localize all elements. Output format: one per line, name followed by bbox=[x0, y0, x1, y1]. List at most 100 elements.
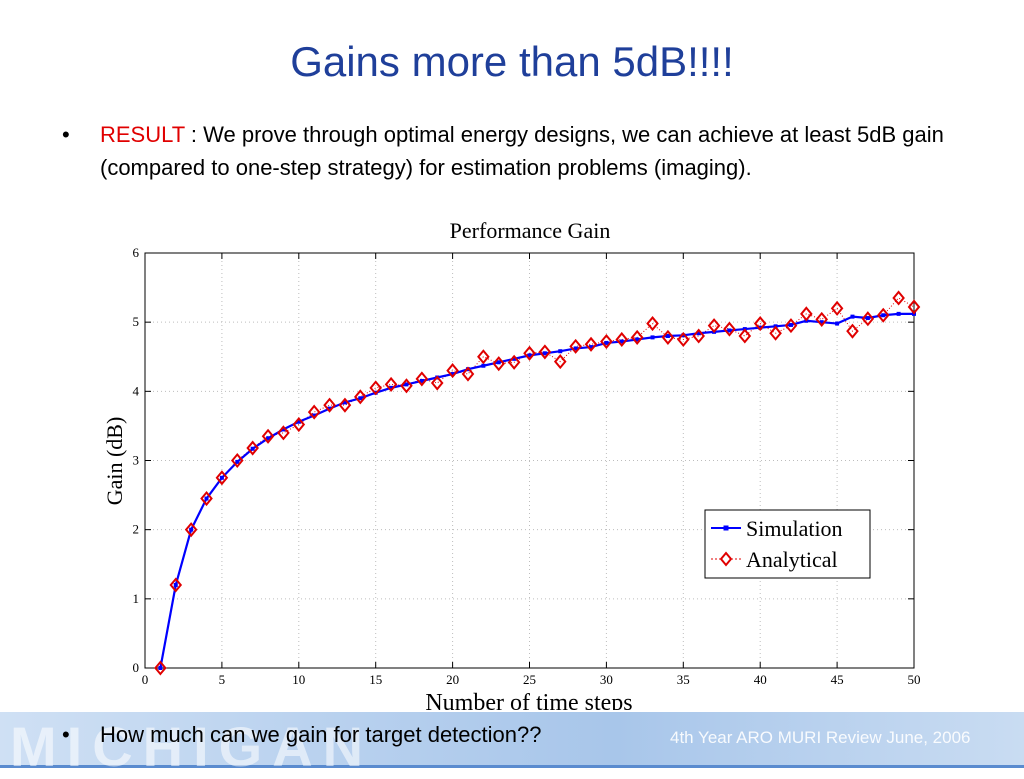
analytical-point bbox=[384, 376, 398, 392]
analytical-point bbox=[184, 522, 198, 538]
footer-note: 4th Year ARO MURI Review June, 2006 bbox=[670, 728, 971, 747]
bullet-result: • RESULT : We prove through optimal ener… bbox=[62, 118, 1012, 184]
analytical-point bbox=[584, 336, 598, 352]
footer-band bbox=[0, 712, 1024, 768]
simulation-point bbox=[650, 335, 655, 340]
analytical-point bbox=[477, 349, 490, 365]
x-tick-label: 15 bbox=[369, 672, 382, 687]
simulation-point bbox=[589, 345, 594, 350]
x-tick-label: 30 bbox=[600, 672, 613, 687]
simulation-point bbox=[788, 322, 793, 327]
simulation-point bbox=[450, 372, 455, 377]
x-tick-label: 25 bbox=[523, 672, 536, 687]
analytical-point bbox=[507, 354, 521, 370]
analytical-point bbox=[169, 577, 183, 593]
x-tick-label: 45 bbox=[831, 672, 844, 687]
analytical-point bbox=[323, 397, 336, 413]
y-tick-label: 4 bbox=[133, 383, 140, 398]
analytical-point bbox=[369, 380, 383, 396]
series-layer bbox=[154, 290, 921, 676]
analytical-point bbox=[707, 318, 721, 334]
simulation-point bbox=[189, 527, 194, 532]
simulation-point bbox=[296, 419, 301, 424]
analytical-point bbox=[400, 378, 413, 394]
simulation-point bbox=[619, 339, 624, 344]
analytical-point bbox=[676, 331, 690, 348]
analytical-point bbox=[461, 366, 475, 382]
analytical-point bbox=[246, 440, 259, 456]
result-label: RESULT bbox=[100, 122, 185, 147]
simulation-point bbox=[250, 446, 255, 451]
analytical-point bbox=[230, 452, 244, 469]
analytical-point bbox=[738, 328, 752, 344]
y-tick-label: 0 bbox=[133, 660, 140, 675]
simulation-point bbox=[573, 346, 578, 351]
y-tick-label: 6 bbox=[133, 245, 140, 260]
simulation-point bbox=[558, 349, 563, 354]
result-body: : We prove through optimal energy design… bbox=[100, 122, 944, 180]
simulation-point bbox=[219, 475, 224, 480]
analytical-point bbox=[538, 344, 552, 360]
legend-simulation-marker bbox=[723, 525, 729, 531]
simulation-point bbox=[881, 313, 886, 318]
analytical-point bbox=[615, 331, 629, 348]
legend-box bbox=[704, 509, 871, 579]
simulation-point bbox=[604, 340, 609, 345]
simulation-point bbox=[635, 337, 640, 342]
slide-title: Gains more than 5dB!!!! bbox=[290, 38, 734, 85]
y-tick-label: 1 bbox=[133, 591, 140, 606]
simulation-point bbox=[819, 320, 824, 325]
x-tick-label: 50 bbox=[908, 672, 921, 687]
bullet-question: • How much can we gain for target detect… bbox=[62, 718, 541, 751]
analytical-point bbox=[446, 363, 459, 379]
simulation-point bbox=[358, 396, 363, 401]
simulation-point bbox=[542, 351, 547, 356]
analytical-point bbox=[338, 397, 352, 413]
analytical-point bbox=[769, 325, 782, 341]
x-tick-label: 40 bbox=[754, 672, 767, 687]
simulation-point bbox=[481, 363, 486, 368]
bullet-result-text: RESULT : We prove through optimal energy… bbox=[100, 118, 1012, 184]
simulation-point bbox=[404, 382, 409, 387]
analytical-point bbox=[892, 290, 905, 306]
analytical-point bbox=[553, 354, 567, 370]
analytical-point bbox=[215, 470, 229, 486]
analytical-point bbox=[154, 660, 167, 676]
analytical-point bbox=[630, 329, 644, 345]
analytical-point bbox=[907, 299, 921, 315]
simulation-point bbox=[727, 328, 732, 333]
analytical-point bbox=[569, 338, 582, 354]
simulation-point bbox=[496, 360, 501, 365]
analytical-point bbox=[753, 315, 767, 332]
analytical-point bbox=[815, 311, 829, 327]
simulation-point bbox=[235, 459, 240, 464]
plot-grid bbox=[145, 253, 914, 668]
chart-title: Performance Gain bbox=[450, 218, 611, 243]
analytical-point bbox=[430, 375, 444, 391]
y-tick-label: 5 bbox=[133, 314, 140, 329]
analytical-point bbox=[830, 300, 844, 316]
simulation-point bbox=[850, 314, 855, 319]
analytical-point bbox=[523, 345, 536, 361]
simulation-point bbox=[865, 316, 870, 321]
analytical-point bbox=[354, 389, 367, 405]
x-tick-label: 5 bbox=[219, 672, 226, 687]
x-tick-label: 35 bbox=[677, 672, 690, 687]
simulation-point bbox=[896, 311, 901, 316]
simulation-point bbox=[835, 321, 840, 326]
analytical-point bbox=[277, 425, 290, 441]
analytical-point bbox=[846, 323, 859, 339]
simulation-point bbox=[158, 666, 163, 670]
simulation-point bbox=[419, 378, 424, 383]
legend-analytical-label: Analytical bbox=[746, 547, 838, 572]
chart-legend: Simulation Analytical bbox=[704, 509, 871, 579]
simulation-series-line bbox=[159, 312, 914, 669]
x-axis-label: Number of time steps bbox=[425, 690, 632, 710]
analytical-point bbox=[492, 356, 506, 372]
x-tick-label: 10 bbox=[292, 672, 305, 687]
simulation-point bbox=[681, 333, 686, 338]
x-tick-label: 0 bbox=[142, 672, 149, 687]
legend-simulation-label: Simulation bbox=[746, 516, 843, 541]
simulation-point bbox=[342, 400, 347, 405]
